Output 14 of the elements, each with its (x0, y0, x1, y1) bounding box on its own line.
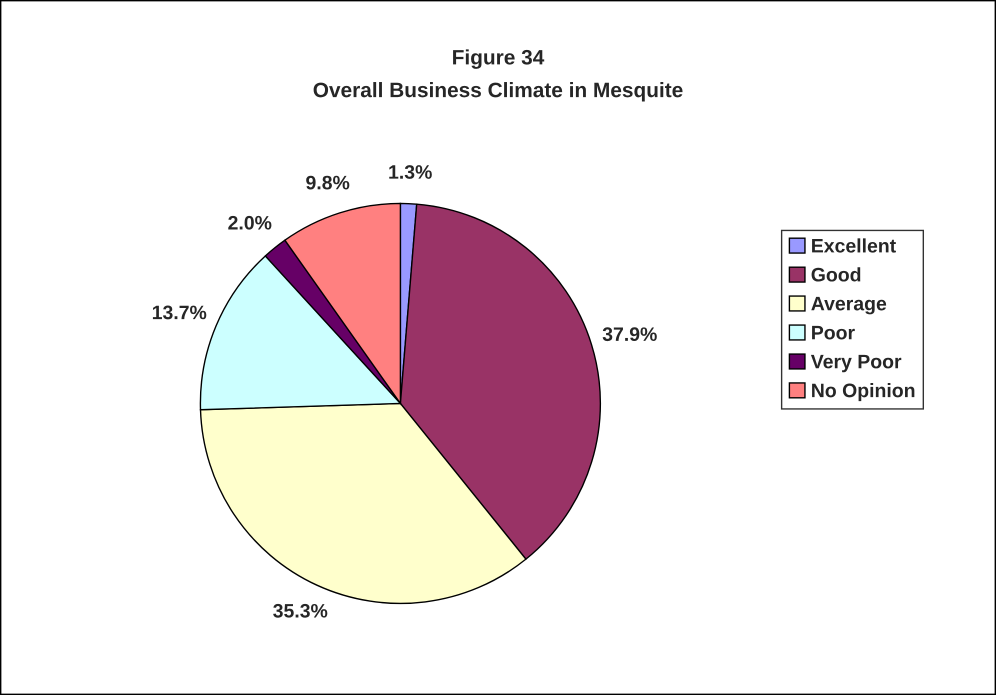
legend-label: Excellent (812, 238, 896, 253)
legend-label: Poor (812, 326, 855, 340)
data-label: 37.9% (602, 327, 657, 342)
data-label: 2.0% (228, 216, 272, 230)
data-label: 13.7% (152, 306, 206, 320)
chart-subtitle: Overall Business Climate in Mesquite (314, 82, 683, 102)
data-label: 1.3% (389, 165, 432, 179)
data-label: 9.8% (306, 176, 350, 190)
legend-label: Very Poor (810, 354, 902, 372)
legend-label: Good (812, 267, 860, 282)
data-label: 35.3% (273, 604, 328, 618)
legend-label: No Opinion (812, 383, 914, 402)
legend-label: Average (811, 296, 886, 314)
chart-title: Figure 34 (453, 49, 544, 69)
